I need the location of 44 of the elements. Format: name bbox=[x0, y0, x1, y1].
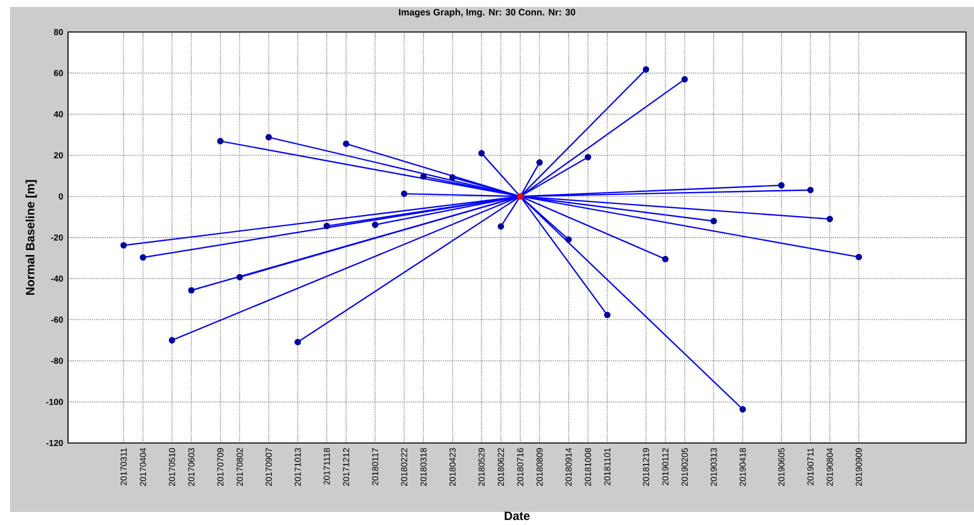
x-tick-label: 20190804 bbox=[826, 448, 833, 486]
x-tick-label: 20180222 bbox=[401, 448, 408, 486]
x-tick-label: 20180716 bbox=[517, 448, 524, 486]
x-tick-label: 20170802 bbox=[236, 448, 243, 486]
x-tick-label: 20190418 bbox=[740, 448, 746, 486]
y-tick-label: 40 bbox=[54, 111, 63, 118]
x-tick-label: 20190112 bbox=[662, 448, 668, 486]
x-tick-label: 20170510 bbox=[168, 448, 176, 486]
x-axis-title: Date bbox=[504, 512, 530, 520]
x-tick-label: 20180117 bbox=[372, 448, 378, 486]
x-tick-label: 20180529 bbox=[478, 448, 485, 486]
x-tick-label: 20190313 bbox=[710, 448, 717, 486]
y-axis-title: Normal Baseline [m] bbox=[26, 180, 37, 295]
y-tick-label: -80 bbox=[51, 358, 63, 364]
x-tick-label: 20190711 bbox=[807, 448, 814, 486]
x-tick-label: 20180809 bbox=[536, 448, 543, 486]
y-tick-label: 80 bbox=[54, 29, 63, 36]
y-tick-label: -100 bbox=[46, 399, 63, 406]
x-tick-label: 20180914 bbox=[566, 448, 572, 486]
x-tick-label: 20180423 bbox=[449, 448, 456, 486]
x-tick-label: 20170311 bbox=[120, 448, 127, 486]
x-tick-label: 20170907 bbox=[266, 448, 272, 486]
x-tick-label: 20181219 bbox=[642, 448, 650, 486]
y-tick-label: 60 bbox=[54, 70, 63, 76]
x-tick-label: 20180622 bbox=[498, 448, 504, 486]
x-tick-label: 20170603 bbox=[188, 448, 194, 486]
x-tick-label: 20171118 bbox=[324, 448, 330, 485]
y-tick-label: -60 bbox=[51, 316, 63, 324]
y-tick-label: -20 bbox=[51, 234, 63, 241]
x-tick-label: 20170404 bbox=[140, 448, 146, 486]
x-tick-label: 20190205 bbox=[682, 448, 688, 486]
x-tick-label: 20190605 bbox=[778, 448, 784, 486]
x-tick-label: 20180318 bbox=[420, 448, 427, 486]
x-tick-label: 20170709 bbox=[217, 448, 224, 486]
y-tick-label: -120 bbox=[46, 440, 63, 446]
x-tick-label: 20171212 bbox=[343, 448, 350, 486]
y-tick-label: 20 bbox=[54, 152, 63, 159]
x-tick-label: 20181101 bbox=[604, 448, 610, 486]
y-tick-label: 0 bbox=[58, 194, 63, 200]
y-tick-label: -40 bbox=[51, 276, 63, 282]
x-tick-label: 20190909 bbox=[856, 448, 862, 486]
chart-title: Images Graph, Img. Nr: 30 Conn. Nr: 30 bbox=[399, 8, 576, 18]
x-tick-label: 20181008 bbox=[584, 448, 592, 486]
x-tick-label: 20171013 bbox=[294, 448, 301, 486]
